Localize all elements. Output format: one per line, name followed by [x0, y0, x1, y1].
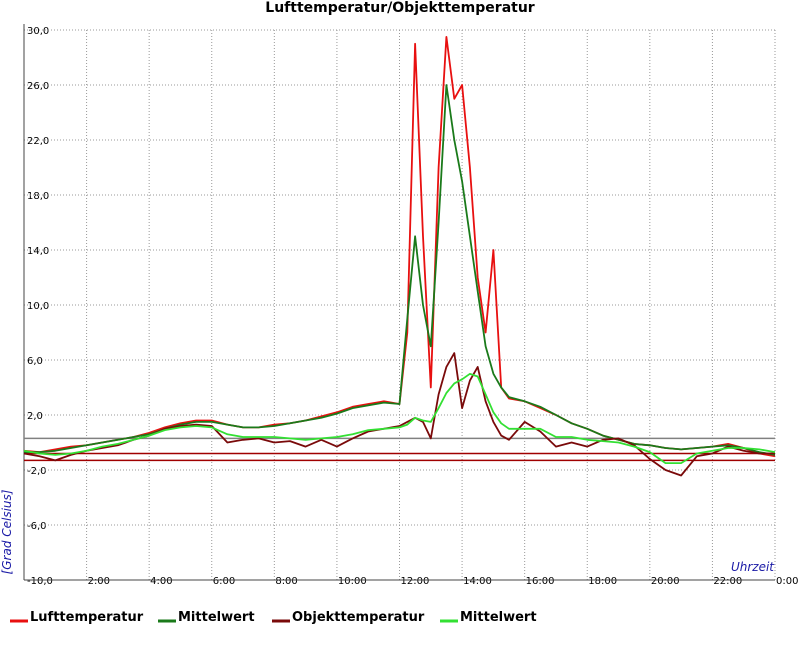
y-tick-label: 10,0	[27, 301, 49, 312]
y-tick-label: 18,0	[27, 191, 49, 202]
x-tick-label: 0:00	[776, 576, 798, 587]
chart-title: Lufttemperatur/Objekttemperatur	[265, 0, 535, 16]
legend-label: Lufttemperatur	[30, 610, 144, 625]
y-tick-label: -10,0	[27, 576, 53, 587]
x-tick-label: 14:00	[463, 576, 492, 587]
x-tick-label: 12:00	[401, 576, 430, 587]
legend-label: Mittelwert	[178, 610, 255, 625]
y-tick-label: -2,0	[27, 466, 47, 477]
x-tick-label: 22:00	[713, 576, 742, 587]
series-line	[23, 352, 775, 477]
x-tick-label: 4:00	[150, 576, 172, 587]
y-axis-label: [Grad Celsius]	[0, 489, 14, 574]
y-tick-label: 30,0	[27, 26, 49, 37]
y-tick-label: 26,0	[27, 81, 49, 92]
legend-label: Mittelwert	[460, 610, 537, 625]
x-tick-label: 6:00	[213, 576, 235, 587]
x-tick-label: 18:00	[588, 576, 617, 587]
x-tick-label: 8:00	[275, 576, 297, 587]
legend-label: Objekttemperatur	[292, 610, 425, 625]
x-tick-label: 10:00	[338, 576, 367, 587]
x-tick-label: 16:00	[526, 576, 555, 587]
x-tick-label: 20:00	[651, 576, 680, 587]
y-tick-label: 14,0	[27, 246, 49, 257]
y-tick-label: -6,0	[27, 521, 47, 532]
y-tick-label: 6,0	[27, 356, 43, 367]
x-tick-label: 2:00	[88, 576, 110, 587]
y-tick-label: 2,0	[27, 411, 43, 422]
series-line	[23, 372, 776, 464]
y-tick-label: 22,0	[27, 136, 49, 147]
x-axis-label: Uhrzeit	[731, 560, 775, 574]
